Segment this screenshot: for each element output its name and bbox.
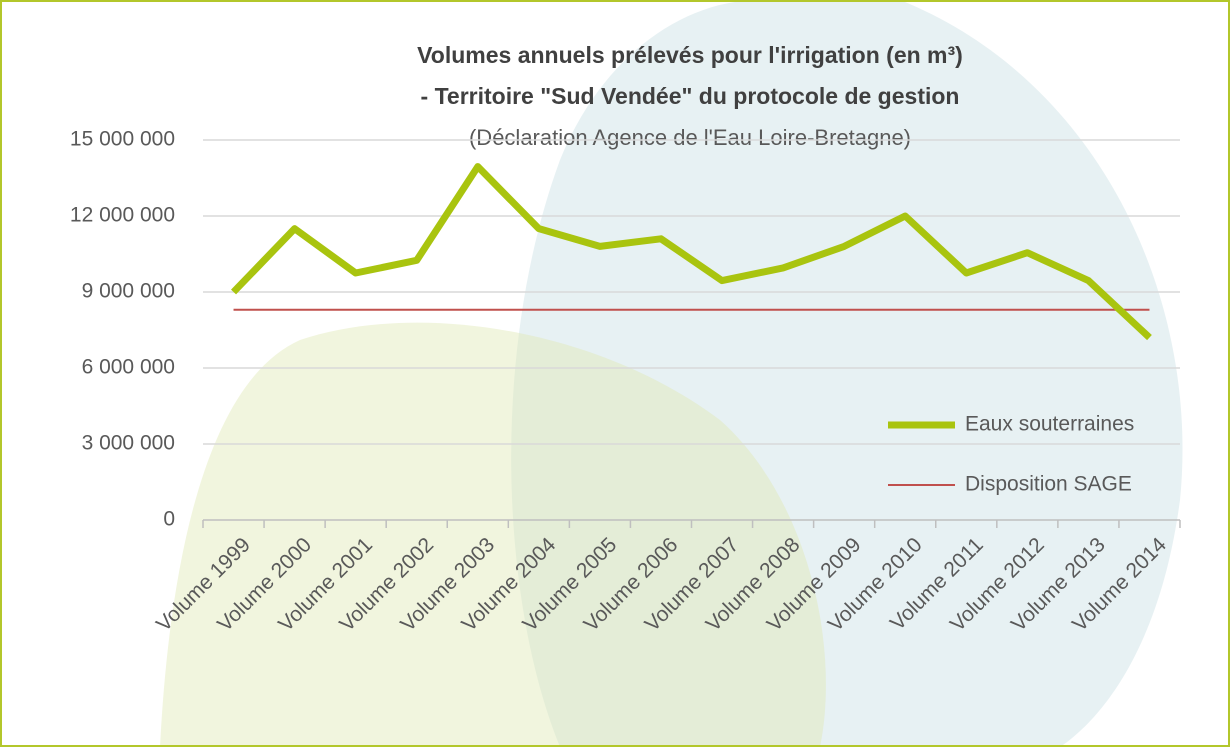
chart-subtitle: (Déclaration Agence de l'Eau Loire-Breta… [469, 125, 911, 150]
y-tick-label: 15 000 000 [70, 128, 175, 151]
y-tick-label: 3 000 000 [82, 432, 175, 455]
decor-blob [511, 0, 1183, 747]
data-line [231, 163, 1152, 341]
y-tick-label: 12 000 000 [70, 204, 175, 227]
legend-label: Disposition SAGE [965, 473, 1132, 496]
chart-title: - Territoire "Sud Vendée" du protocole d… [421, 83, 960, 109]
legend-label: Eaux souterraines [965, 413, 1134, 436]
y-tick-label: 9 000 000 [82, 280, 175, 303]
decor-blob [160, 322, 826, 747]
y-tick-label: 0 [163, 508, 175, 531]
chart-title: Volumes annuels prélevés pour l'irrigati… [417, 42, 963, 68]
y-tick-label: 6 000 000 [82, 356, 175, 379]
